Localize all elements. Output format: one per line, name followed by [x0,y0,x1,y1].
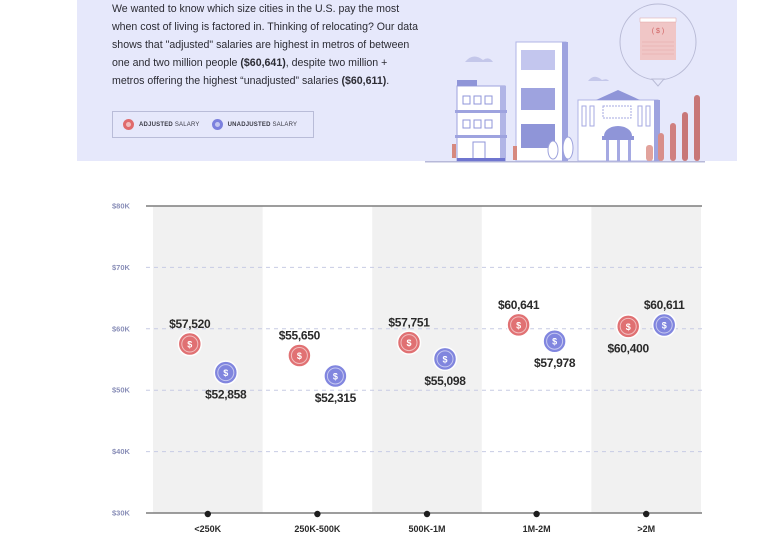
data-label: $60,611 [644,298,685,312]
y-tick-label: $60K [112,324,131,333]
data-label: $52,315 [315,391,357,405]
coin-ring [326,367,344,385]
data-label: $52,858 [205,388,247,402]
y-tick-label: $70K [112,263,131,272]
intro-text: We wanted to know which size cities in t… [112,0,432,90]
rising-bars-icon [646,95,700,161]
building-tall-icon [515,41,568,162]
x-tick-dot [643,510,650,518]
unadjusted-point: $ $55,098 [424,346,467,388]
legend-item-unadjusted: UNADJUSTED SALARY [211,119,298,130]
intro-text-span: . [386,75,390,87]
dollar-sign-icon: $ [552,337,557,347]
adjusted-point: $ $60,400 [608,314,650,355]
unadjusted-point: $ $52,315 [315,363,357,405]
unadjusted-point: $ $60,611 [644,298,685,338]
intro-text-span: one and two million people [112,57,241,69]
highlight-adjusted-value: ($60,641) [240,57,286,69]
column-shade [591,206,701,513]
building-left-icon [455,80,507,162]
x-tick-label: 250K-500K [294,524,341,534]
coin-ring [181,335,199,353]
x-tick-dot [533,510,540,518]
intro-line: metros offering the highest “unadjusted”… [112,72,432,90]
dollar-coin-icon [211,119,223,130]
adjusted-point: $ $55,650 [279,329,321,368]
intro-line: when cost of living is factored in. Thin… [112,21,419,33]
column-shade [153,206,263,513]
data-label: $57,520 [169,317,211,331]
intro-line: We wanted to know which size cities in t… [112,3,400,15]
data-label: $60,641 [498,298,540,312]
coin-ring [217,364,235,382]
cloud-icon [465,56,493,62]
y-tick-label: $80K [112,202,131,211]
coin-ring [619,317,637,335]
adjusted-point: $ $57,520 [169,317,211,357]
x-tick-dot [204,510,211,518]
legend-label: ADJUSTED SALARY [139,121,200,128]
data-label: $55,650 [279,329,321,343]
dollar-sign-icon: $ [223,368,228,378]
intro-line: one and two million people ($60,641), de… [112,54,432,72]
money-bubble-icon: ( $ ) [619,3,697,87]
y-tick-label: $50K [112,386,131,395]
legend-label: UNADJUSTED SALARY [227,121,298,128]
dollar-coin-icon [123,119,134,130]
dollar-sign-icon: $ [406,338,411,348]
data-label: $60,400 [608,341,650,355]
coin-ring [510,316,528,334]
x-tick-label: >2M [637,524,655,534]
dollar-sign-icon: $ [297,351,302,361]
adjusted-point: $ $57,751 [388,316,431,355]
cloud-icon [588,76,609,81]
coin-ring [546,332,564,350]
dollar-sign-icon: $ [333,371,338,381]
x-tick-label: 500K-1M [408,524,445,534]
person-icon [513,146,517,160]
data-label: $55,098 [424,374,466,388]
city-illustration: ( $ ) [425,3,705,163]
y-tick-label: $30K [112,509,131,518]
y-tick-label: $40K [112,447,131,456]
dollar-sign-icon: $ [442,354,447,364]
dollar-sign-icon: $ [516,320,521,330]
legend: ADJUSTED SALARY UNADJUSTED SALARY [112,111,314,138]
unadjusted-point: $ $52,858 [205,360,247,402]
data-label: $57,978 [534,356,576,370]
highlight-unadjusted-value: ($60,611) [341,75,387,87]
dollar-sign-icon: $ [662,321,667,331]
ground-line [425,161,705,163]
x-tick-label: 1M-2M [523,524,551,534]
adjusted-point: $ $60,641 [498,298,540,338]
intro-text-span: metros offering the highest “unadjusted”… [112,75,342,87]
dollar-sign-icon: $ [626,322,631,332]
data-label: $57,751 [388,316,430,330]
building-museum-icon [577,90,660,162]
x-tick-dot [423,510,431,518]
tree-icon [562,136,574,160]
salary-chart: $30K $40K $50K $60K $70K $80K <250K 250K-500K 5… [112,202,702,534]
x-tick-label: <250K [194,524,221,534]
person-icon [452,144,456,158]
column-shade [372,206,482,513]
intro-line: shows that "adjusted" salaries are highe… [112,39,410,51]
coin-ring [655,316,673,334]
coin-ring [290,347,308,365]
coin-ring [400,334,418,352]
legend-item-adjusted: ADJUSTED SALARY [123,119,200,130]
tree-icon [547,140,559,160]
intro-text-span: , despite two million + [285,57,388,69]
dollar-sign-icon: ( $ ) [652,28,664,35]
coin-ring [436,350,454,368]
unadjusted-point: $ $57,978 [534,328,576,370]
x-tick-dot [314,510,321,518]
dollar-sign-icon: $ [187,340,192,350]
